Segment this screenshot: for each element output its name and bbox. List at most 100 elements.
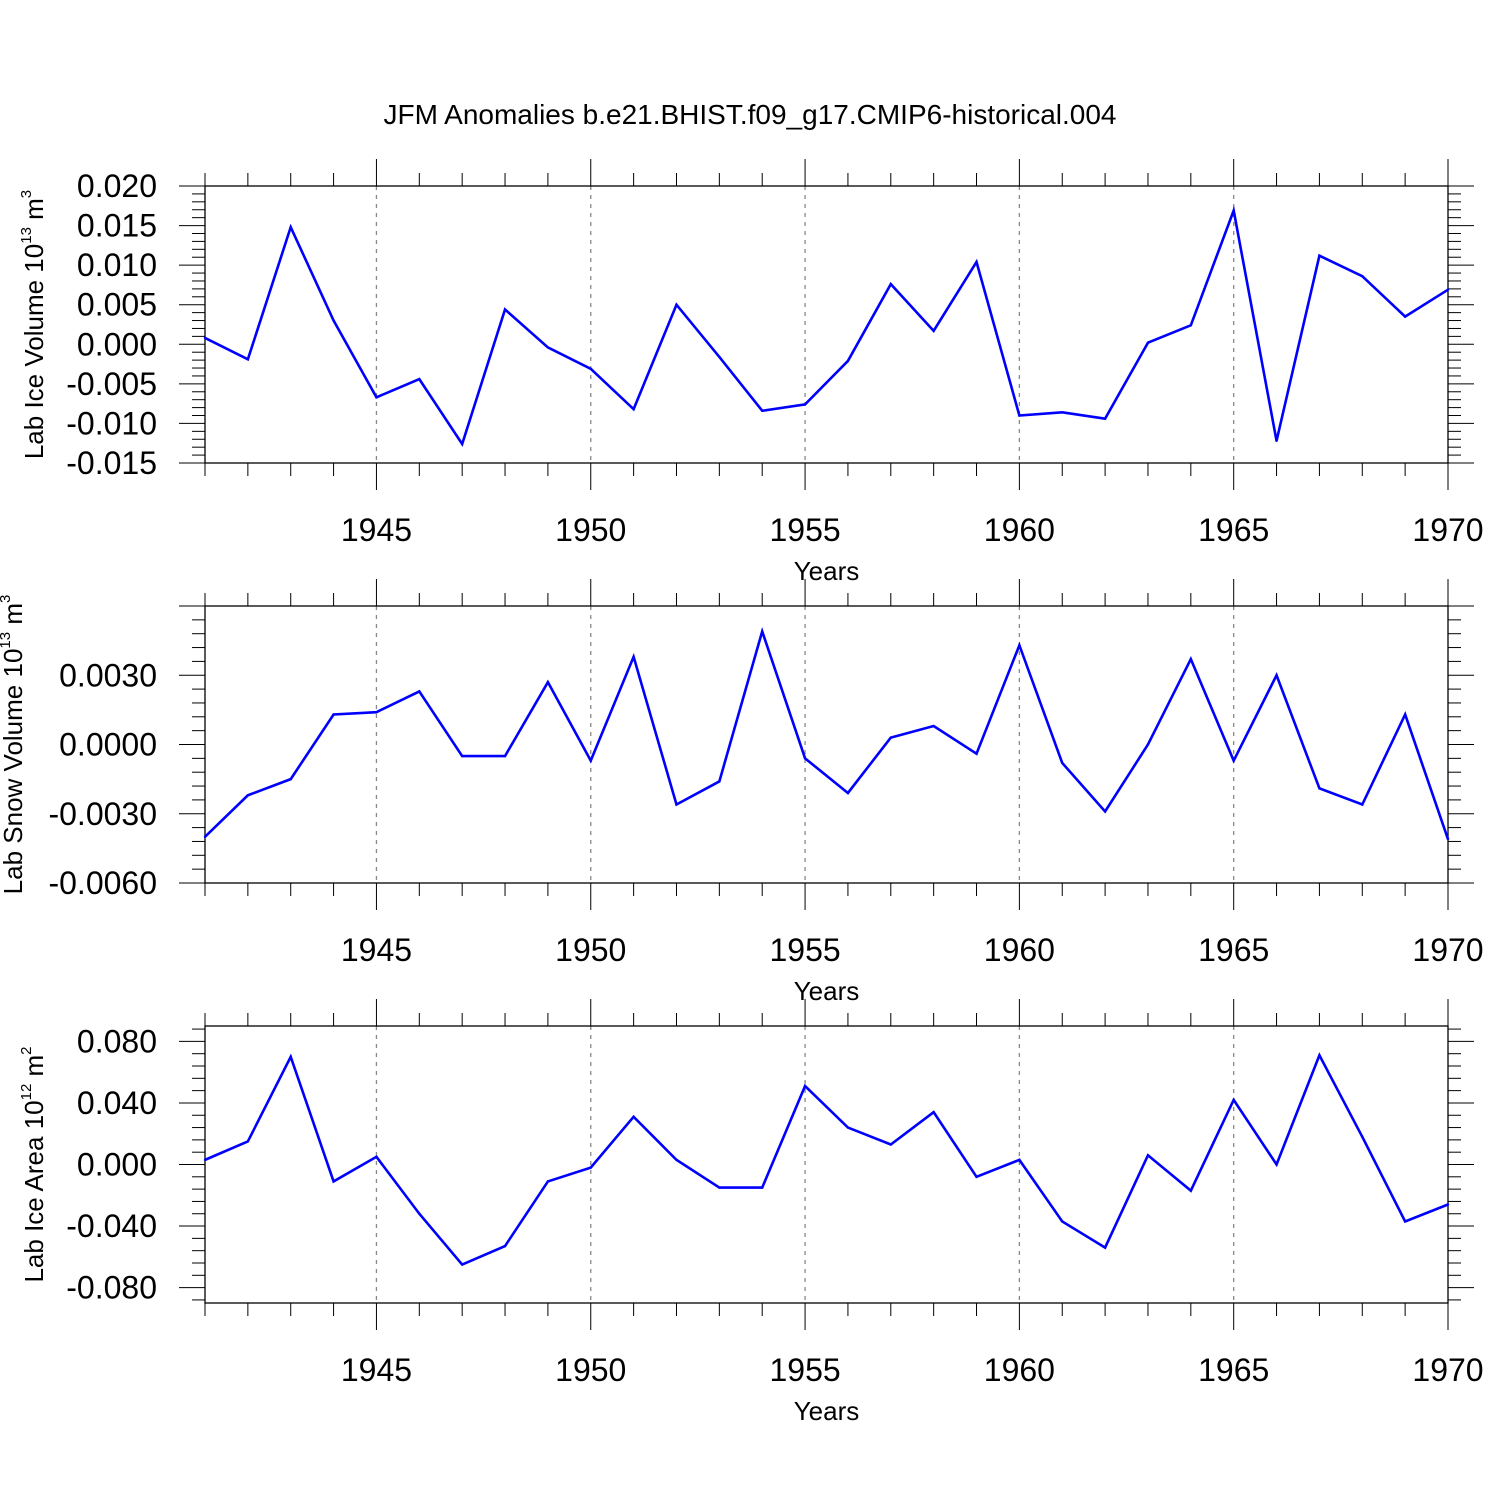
data-point (503, 1244, 507, 1248)
data-point (932, 329, 935, 333)
data-point (289, 225, 292, 229)
y-tick-label: -0.080 (66, 1270, 157, 1306)
data-point (846, 1126, 850, 1129)
data-point (1318, 787, 1321, 790)
data-point (1232, 209, 1235, 212)
data-point (889, 1143, 892, 1146)
data-point (1103, 810, 1107, 813)
data-point (589, 759, 592, 762)
series-line (204, 1052, 1449, 1267)
plot-frame (204, 185, 1449, 464)
data-point (546, 680, 550, 684)
data-point (503, 308, 507, 311)
data-point (203, 1158, 207, 1162)
data-point (332, 319, 335, 322)
data-point (975, 1175, 978, 1179)
y-axis-label: Lab Ice Area 1012 m2 (18, 1046, 49, 1282)
data-point (1146, 1154, 1150, 1157)
y-tick-label: 0.005 (77, 287, 157, 323)
series-line (204, 205, 1449, 447)
data-point (546, 346, 550, 349)
data-point (1061, 761, 1064, 765)
data-point (803, 757, 807, 760)
y-tick-label: 0.080 (77, 1023, 157, 1059)
data-point (460, 1263, 464, 1266)
y-tick-label: -0.0060 (48, 865, 157, 901)
x-tick-label: 1960 (984, 1352, 1055, 1388)
y-tick-label: -0.0030 (48, 796, 157, 832)
data-point (1403, 713, 1407, 716)
y-tick-label: -0.015 (66, 445, 157, 481)
y-tick-label: 0.010 (77, 247, 157, 283)
data-point (1018, 414, 1021, 417)
panel-2: -0.0060 -0.0030 0.0000 0.0030 1945 1950 1955 19… (0, 579, 1484, 1006)
data-point (332, 1180, 335, 1183)
x-tick-label: 1945 (341, 932, 412, 968)
data-point (203, 336, 207, 340)
x-tick-label: 1945 (341, 1352, 412, 1388)
x-tick-label: 1965 (1198, 1352, 1269, 1388)
x-tick-label: 1950 (555, 932, 626, 968)
x-axis-label: Years (794, 1396, 860, 1426)
x-tick-label: 1955 (769, 512, 840, 548)
data-point (932, 724, 935, 728)
x-tick-label: 1950 (555, 1352, 626, 1388)
data-point (761, 1186, 764, 1189)
data-point (675, 803, 678, 806)
data-point (675, 1158, 678, 1162)
data-point (1232, 1098, 1235, 1102)
data-point (1318, 1054, 1321, 1057)
data-point (1146, 743, 1150, 746)
data-point (718, 355, 721, 359)
data-point (460, 442, 464, 446)
data-point (246, 794, 250, 797)
data-point (460, 754, 464, 758)
x-tick-label: 1960 (984, 932, 1055, 968)
data-point (418, 690, 421, 693)
data-point (418, 377, 421, 381)
data-point (1061, 1220, 1064, 1223)
data-point (1361, 1135, 1364, 1139)
data-point (975, 260, 978, 264)
data-point (846, 791, 850, 795)
data-point (761, 630, 764, 633)
data-point (1318, 254, 1321, 257)
data-point (332, 713, 335, 716)
x-tick-label: 1965 (1198, 512, 1269, 548)
data-point (1189, 657, 1193, 661)
y-tick-label: 0.000 (77, 326, 157, 362)
data-point (546, 1180, 550, 1183)
data-point (289, 1055, 292, 1058)
data-point (1361, 803, 1364, 806)
x-tick-label: 1970 (1412, 1352, 1483, 1388)
data-point (632, 655, 635, 658)
x-tick-label: 1955 (769, 1352, 840, 1388)
data-point (1103, 1246, 1107, 1249)
data-point (1403, 315, 1407, 318)
data-point (761, 409, 764, 412)
y-tick-label: -0.010 (66, 405, 157, 441)
data-point (1018, 644, 1021, 647)
y-tick-label: -0.040 (66, 1208, 157, 1244)
panels: -0.015-0.010-0.0050.0000.0050.0100.0150.… (0, 159, 1484, 1426)
data-point (375, 396, 378, 399)
y-axis-label: Lab Snow Volume 1013 m3 (0, 595, 28, 895)
data-point (889, 282, 892, 286)
y-tick-label: 0.0030 (59, 657, 157, 693)
data-point (246, 358, 250, 361)
data-point (1061, 411, 1064, 414)
x-tick-label: 1960 (984, 512, 1055, 548)
x-tick-label: 1950 (555, 512, 626, 548)
data-point (718, 1186, 721, 1189)
data-point (375, 1155, 378, 1159)
data-point (632, 1115, 635, 1118)
data-point (803, 403, 807, 406)
data-point (1103, 417, 1107, 420)
series-line (204, 627, 1450, 840)
data-point (975, 752, 978, 755)
data-point (1232, 759, 1235, 762)
data-point (1275, 674, 1278, 677)
data-point (675, 303, 678, 306)
